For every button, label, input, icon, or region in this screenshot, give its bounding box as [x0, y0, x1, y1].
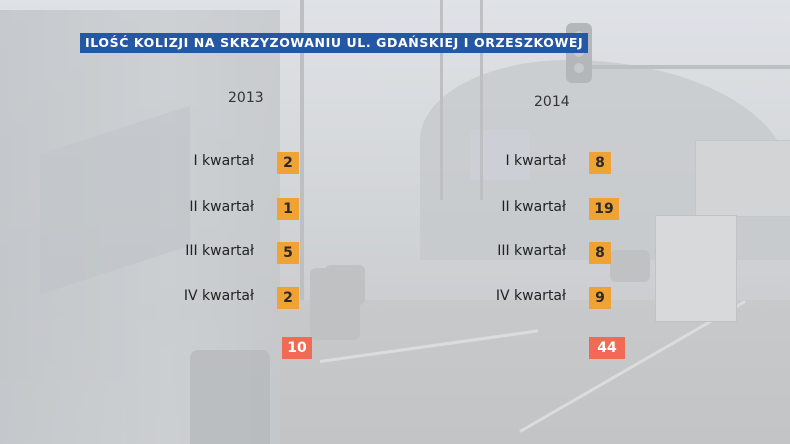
collision-count: 8	[589, 242, 611, 264]
collision-count: 8	[589, 152, 611, 174]
chart-title: ILOŚĆ KOLIZJI NA SKRZYZOWANIU UL. GDAŃSK…	[80, 33, 589, 53]
total-2013: 10	[282, 337, 312, 359]
quarter-label: II kwartał	[189, 199, 254, 215]
quarter-label: II kwartał	[501, 199, 566, 215]
collision-count: 19	[589, 198, 619, 220]
collision-count: 2	[277, 287, 299, 309]
collision-count: 5	[277, 242, 299, 264]
total-2014: 44	[589, 337, 625, 359]
collision-count: 1	[277, 198, 299, 220]
year-2014-heading: 2014	[534, 94, 570, 110]
collision-count: 9	[589, 287, 611, 309]
quarter-label: IV kwartał	[495, 288, 566, 304]
quarter-label: I kwartał	[193, 153, 254, 169]
year-2013-heading: 2013	[228, 90, 264, 106]
collision-count: 2	[277, 152, 299, 174]
traffic-light	[566, 23, 592, 83]
quarter-label: III kwartał	[185, 243, 254, 259]
quarter-label: IV kwartał	[183, 288, 254, 304]
quarter-label: I kwartał	[505, 153, 566, 169]
quarter-label: III kwartał	[497, 243, 566, 259]
